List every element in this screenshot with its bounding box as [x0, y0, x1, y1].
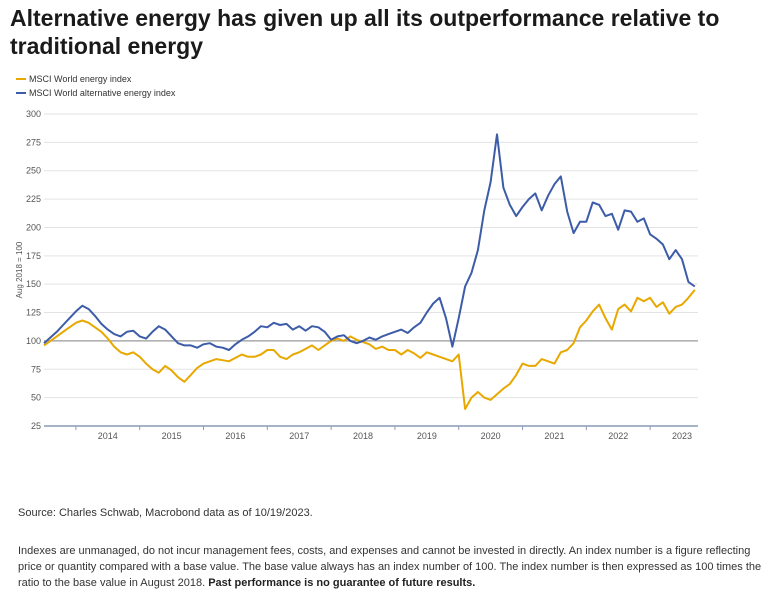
y-tick-label: 175	[26, 251, 41, 261]
y-tick-label: 300	[26, 109, 41, 119]
chart-title: Alternative energy has given up all its …	[10, 5, 720, 59]
disclaimer: Indexes are unmanaged, do not incur mana…	[18, 543, 768, 591]
legend: MSCI World energy index MSCI World alter…	[16, 74, 176, 98]
x-tick-label: 2022	[608, 431, 628, 441]
legend-label-alternative: MSCI World alternative energy index	[29, 88, 176, 98]
x-tick-label: 2016	[225, 431, 245, 441]
y-axis-ticks: 25 50 75 100 125 150 175 200 225 250 275 300	[26, 109, 41, 431]
x-tick-label: 2018	[353, 431, 373, 441]
y-tick-label: 250	[26, 166, 41, 176]
x-tick-label: 2019	[417, 431, 437, 441]
line-chart: MSCI World energy index MSCI World alter…	[15, 74, 698, 441]
y-axis-label: Aug 2018 = 100	[15, 241, 24, 298]
y-tick-label: 225	[26, 194, 41, 204]
y-tick-label: 125	[26, 308, 41, 318]
x-tick-label: 2015	[162, 431, 182, 441]
y-tick-label: 100	[26, 336, 41, 346]
x-tick-label: 2023	[672, 431, 692, 441]
disclaimer-text: Indexes are unmanaged, do not incur mana…	[18, 545, 762, 589]
x-tick-label: 2014	[98, 431, 118, 441]
x-tick-label: 2017	[289, 431, 309, 441]
legend-label-energy: MSCI World energy index	[29, 74, 132, 84]
y-tick-label: 150	[26, 279, 41, 289]
x-axis: 2014 2015 2016 2017 2018 2019 2020 2021 2022 2023	[44, 425, 698, 441]
series-line-energy	[43, 289, 696, 410]
y-tick-label: 75	[31, 364, 41, 374]
grid	[44, 113, 698, 427]
source-note: Source: Charles Schwab, Macrobond data a…	[18, 507, 313, 519]
y-tick-label: 50	[31, 393, 41, 403]
x-tick-label: 2020	[481, 431, 501, 441]
y-tick-label: 275	[26, 137, 41, 147]
y-tick-label: 25	[31, 421, 41, 431]
series-layer	[43, 133, 696, 410]
y-tick-label: 200	[26, 222, 41, 232]
x-tick-label: 2021	[544, 431, 564, 441]
series-line-alternative	[43, 133, 696, 351]
disclaimer-bold: Past performance is no guarantee of futu…	[208, 577, 476, 589]
